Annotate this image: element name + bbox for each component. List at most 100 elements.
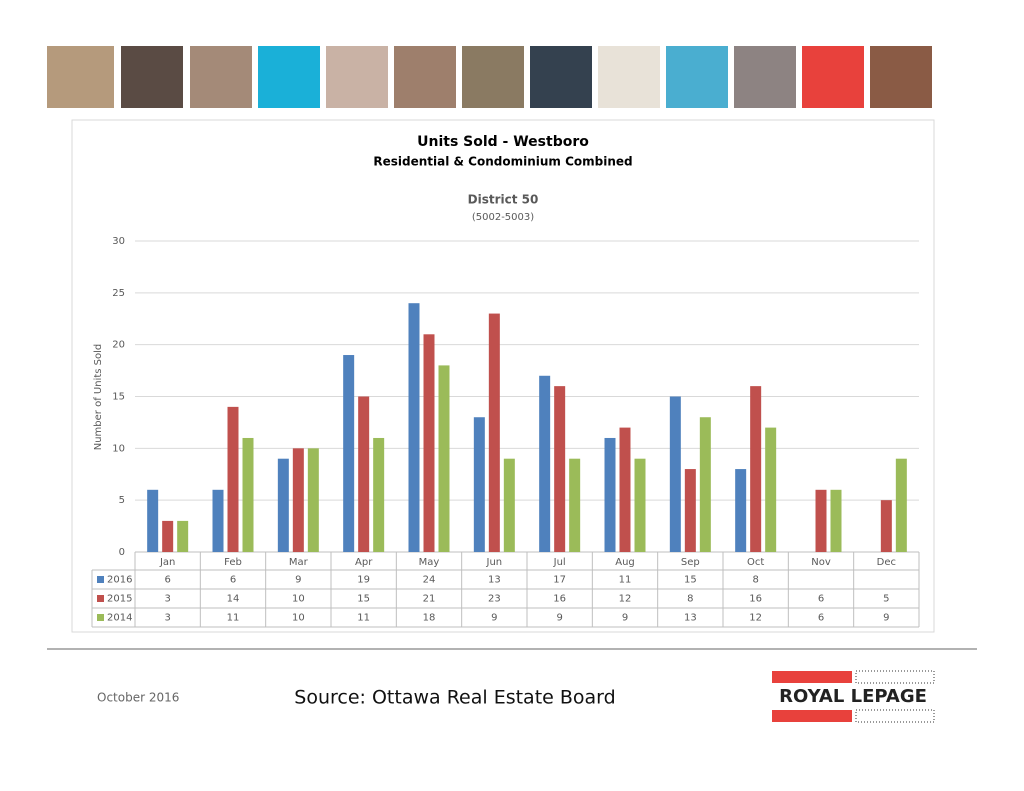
legend-swatch	[97, 614, 104, 621]
x-tick-label: Apr	[355, 557, 373, 568]
table-value: 16	[553, 594, 566, 605]
x-tick-label: Jul	[553, 557, 566, 568]
table-value: 16	[749, 594, 762, 605]
bar	[438, 365, 450, 552]
x-tick-label: Jan	[159, 557, 175, 568]
x-tick-label: Jun	[486, 557, 503, 568]
chart-subtitle: Residential & Condominium Combined	[373, 155, 632, 169]
bar	[473, 417, 485, 552]
y-tick-label: 0	[119, 547, 125, 558]
bar	[569, 458, 581, 552]
table-value: 9	[556, 613, 562, 624]
bar	[830, 489, 842, 552]
bar	[684, 469, 696, 552]
legend-label: 2016	[107, 575, 132, 586]
logo-text: ROYAL LEPAGE	[779, 686, 927, 707]
footer-date: October 2016	[97, 691, 179, 705]
legend-label: 2014	[107, 613, 132, 624]
bar	[423, 334, 435, 552]
table-value: 9	[883, 613, 889, 624]
table-value: 19	[357, 575, 370, 586]
bar	[277, 458, 289, 552]
bar	[162, 520, 174, 552]
bar	[408, 303, 420, 552]
table-value: 14	[227, 594, 240, 605]
bar	[699, 417, 711, 552]
legend-swatch	[97, 576, 104, 583]
y-axis-label: Number of Units Sold	[93, 344, 104, 451]
bar	[880, 500, 892, 552]
table-value: 3	[164, 594, 170, 605]
x-tick-label: Nov	[811, 557, 831, 568]
district-code: (5002-5003)	[472, 212, 534, 223]
bar	[373, 437, 385, 552]
table-value: 12	[619, 594, 632, 605]
legend-label: 2015	[107, 594, 132, 605]
table-value: 21	[423, 594, 436, 605]
table-value: 18	[423, 613, 436, 624]
y-tick-label: 25	[112, 288, 125, 299]
bar	[503, 458, 515, 552]
bar	[765, 427, 777, 552]
bar	[177, 520, 189, 552]
y-tick-label: 30	[112, 236, 125, 247]
bar	[343, 355, 355, 552]
bar	[147, 489, 159, 552]
bar	[242, 437, 254, 552]
table-value: 13	[684, 613, 697, 624]
photo-banner	[47, 46, 932, 108]
table-value: 6	[818, 594, 824, 605]
bar	[735, 469, 747, 552]
x-tick-label: Oct	[747, 557, 764, 568]
district: District 50	[468, 193, 539, 207]
table-value: 24	[423, 575, 436, 586]
y-tick-label: 15	[112, 392, 125, 403]
bar	[307, 448, 319, 552]
bar	[815, 489, 827, 552]
y-tick-label: 10	[112, 443, 125, 454]
bar	[292, 448, 304, 552]
bar	[669, 396, 681, 552]
x-tick-label: Aug	[615, 557, 635, 568]
table-value: 17	[553, 575, 566, 586]
table-value: 11	[619, 575, 632, 586]
bar	[619, 427, 631, 552]
table-value: 8	[687, 594, 693, 605]
table-value: 11	[357, 613, 370, 624]
y-tick-label: 20	[112, 340, 125, 351]
bar	[488, 313, 500, 552]
table-value: 6	[164, 575, 170, 586]
bar	[604, 437, 616, 552]
x-tick-label: Dec	[877, 557, 896, 568]
table-value: 9	[491, 613, 497, 624]
x-tick-label: May	[419, 557, 440, 568]
x-tick-label: Feb	[224, 557, 242, 568]
bar	[554, 386, 566, 552]
table-value: 13	[488, 575, 501, 586]
table-value: 15	[684, 575, 697, 586]
logo: ROYAL LEPAGE	[772, 670, 935, 723]
table-value: 5	[883, 594, 889, 605]
table-value: 10	[292, 613, 305, 624]
bar	[750, 386, 762, 552]
bar	[895, 458, 907, 552]
y-tick-label: 5	[119, 495, 125, 506]
table-value: 9	[295, 575, 301, 586]
table-value: 10	[292, 594, 305, 605]
table-value: 6	[818, 613, 824, 624]
table-value: 9	[622, 613, 628, 624]
bar	[227, 406, 239, 552]
table-value: 15	[357, 594, 370, 605]
table-value: 3	[164, 613, 170, 624]
bar	[212, 489, 224, 552]
table-value: 12	[749, 613, 762, 624]
table-value: 8	[752, 575, 758, 586]
x-tick-label: Sep	[681, 557, 700, 568]
footer-source: Source: Ottawa Real Estate Board	[294, 687, 615, 709]
bar	[539, 375, 551, 552]
chart-title: Units Sold - Westboro	[417, 134, 589, 150]
table-value: 6	[230, 575, 236, 586]
table-value: 11	[227, 613, 240, 624]
table-value: 23	[488, 594, 501, 605]
